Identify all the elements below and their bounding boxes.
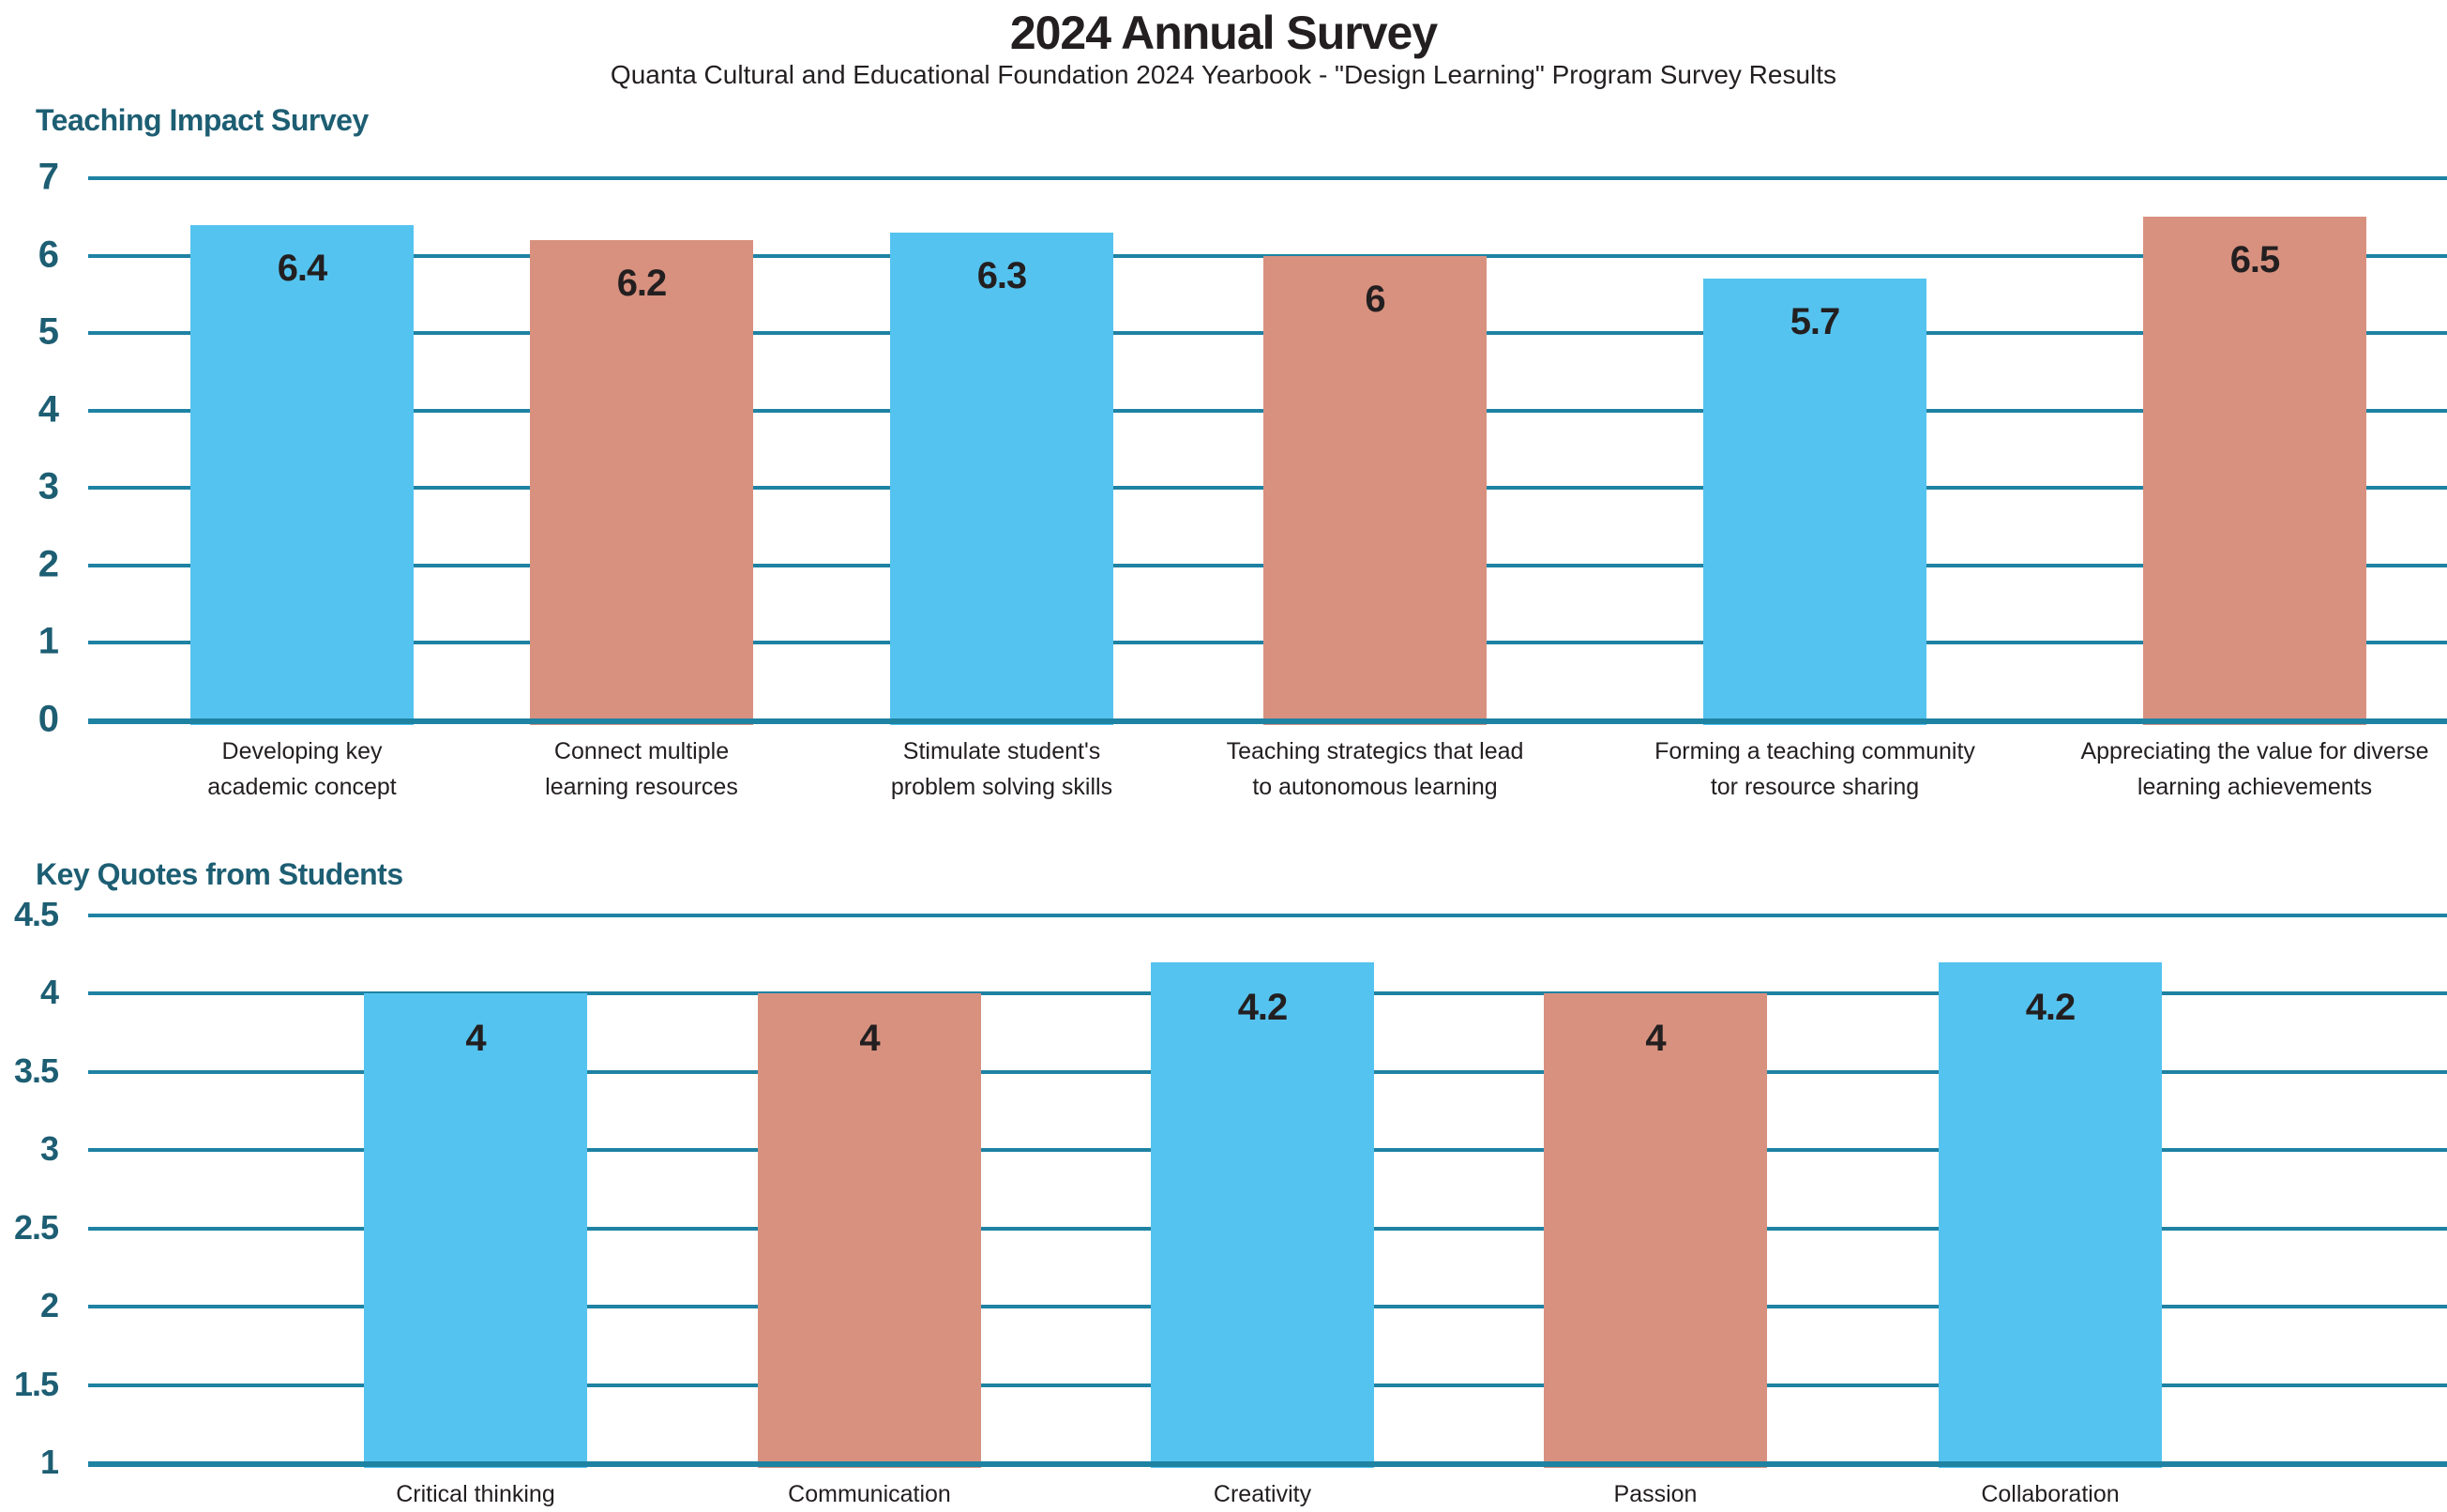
bar-connect-multiple: 6.2 [530, 240, 753, 725]
gridline-5 [88, 331, 2447, 336]
x-axis-label: Critical thinking [396, 1481, 555, 1507]
y-tick-label-2: 2 [39, 1286, 59, 1325]
gridline-7 [88, 176, 2447, 180]
gridline-3 [88, 486, 2447, 491]
bar-developing-key: 6.4 [190, 224, 414, 725]
bar-value-label: 6.3 [976, 254, 1028, 296]
y-tick-label-0: 0 [38, 698, 59, 740]
x-axis-label: Creativity [1213, 1481, 1312, 1507]
x-axis-label: Developing key academic concept [207, 738, 397, 800]
y-tick-label-5: 5 [38, 310, 59, 353]
bar-value-label: 5.7 [1790, 301, 1841, 343]
gridline-2.5 [88, 1226, 2447, 1231]
y-tick-label-2.5: 2.5 [13, 1207, 59, 1247]
gridline-1.5 [88, 1383, 2447, 1387]
x-axis-label: Forming a teaching community tor resourc… [1654, 738, 1975, 800]
x-axis-label: Stimulate student's problem solving skil… [890, 738, 1113, 800]
gridline-4.5 [88, 913, 2447, 917]
bar-forming-a-teaching-community: 5.7 [1703, 279, 1926, 725]
bar-critical-thinking: 4 [364, 993, 587, 1468]
bar-value-label: 4.2 [2025, 987, 2077, 1029]
bar-value-label: 6 [1365, 278, 1385, 320]
y-tick-label-4: 4 [38, 388, 59, 431]
bar-value-label: 6.2 [616, 263, 668, 305]
axis-baseline-1 [88, 1461, 2447, 1467]
bar-value-label: 6.4 [277, 247, 328, 289]
bar-creativity: 4.2 [1151, 962, 1374, 1468]
y-tick-label-6: 6 [38, 234, 59, 276]
bar-value-label: 6.5 [2229, 239, 2281, 281]
gridline-4 [88, 991, 2447, 996]
x-axis-label: Communication [788, 1481, 951, 1507]
x-axis-label: Collaboration [1981, 1481, 2120, 1507]
gridline-2 [88, 1305, 2447, 1309]
y-tick-label-3: 3 [38, 465, 59, 507]
chart-title-teaching-impact: Teaching Impact Survey [36, 103, 369, 137]
x-axis-label: Connect multiple learning resources [545, 738, 738, 800]
bar-value-label: 4.2 [1237, 987, 1289, 1029]
chart-title-key-quotes: Key Quotes from Students [36, 857, 403, 891]
gridline-3 [88, 1148, 2447, 1153]
x-axis-label: Teaching strategics that lead to autonom… [1226, 738, 1524, 800]
bar-collaboration: 4.2 [1939, 962, 2162, 1468]
page-subtitle: Quanta Cultural and Educational Foundati… [610, 60, 1837, 89]
gridline-1 [88, 641, 2447, 645]
y-tick-label-4.5: 4.5 [13, 895, 59, 934]
x-axis-label: Passion [1613, 1481, 1698, 1507]
gridline-4 [88, 408, 2447, 413]
y-tick-label-1: 1 [39, 1443, 59, 1482]
bar-stimulate-student-s: 6.3 [890, 232, 1113, 725]
axis-baseline-0 [88, 718, 2447, 724]
bar-value-label: 4 [1645, 1018, 1666, 1060]
gridline-3.5 [88, 1069, 2447, 1074]
page-title: 2024 Annual Survey [1009, 7, 1438, 59]
y-tick-label-2: 2 [38, 543, 59, 585]
y-tick-label-1.5: 1.5 [13, 1364, 59, 1403]
bar-value-label: 4 [859, 1018, 880, 1060]
gridline-6 [88, 253, 2447, 258]
y-tick-label-1: 1 [38, 621, 59, 663]
x-axis-label: Appreciating the value for diverse learn… [2080, 738, 2429, 800]
gridline-2 [88, 563, 2447, 567]
bar-communication: 4 [758, 993, 981, 1468]
bar-teaching-strategics-that-lead: 6 [1263, 255, 1487, 725]
bar-appreciating-the-value-for-diverse: 6.5 [2143, 217, 2366, 725]
bar-passion: 4 [1544, 993, 1767, 1468]
y-tick-label-7: 7 [38, 156, 59, 198]
bar-value-label: 4 [465, 1018, 486, 1060]
y-tick-label-4: 4 [39, 973, 59, 1012]
y-tick-label-3.5: 3.5 [13, 1051, 59, 1091]
y-tick-label-3: 3 [39, 1129, 59, 1169]
